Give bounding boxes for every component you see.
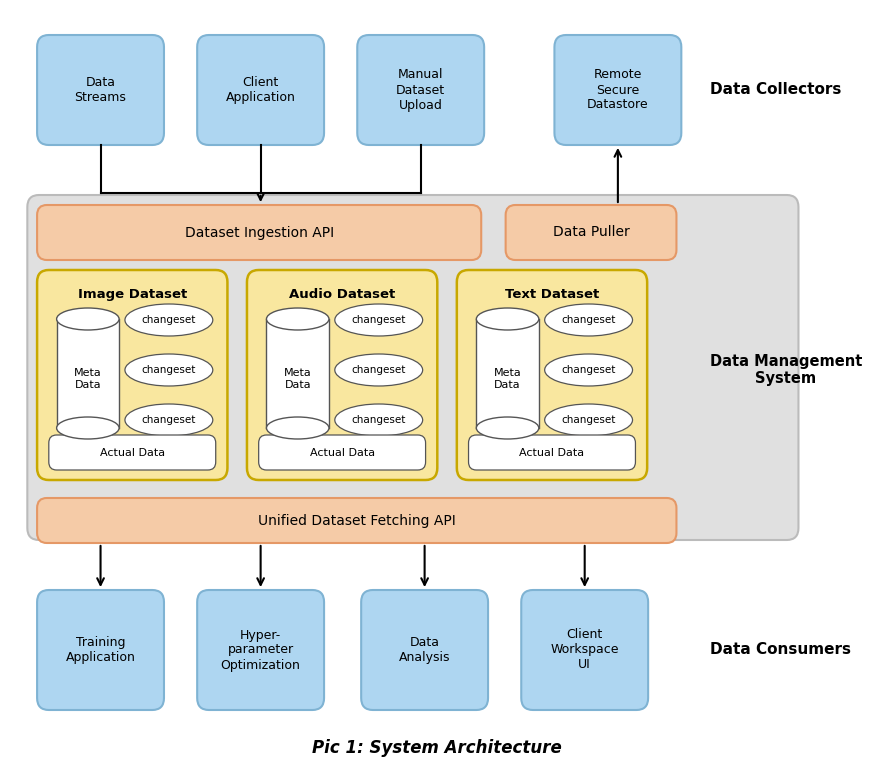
FancyBboxPatch shape [457,270,647,480]
Text: changeset: changeset [562,365,616,375]
Text: Data Collectors: Data Collectors [710,82,841,98]
Text: Actual Data: Actual Data [520,448,584,458]
FancyBboxPatch shape [521,590,648,710]
FancyBboxPatch shape [197,35,324,145]
Text: Meta
Data: Meta Data [74,368,102,390]
Text: Text Dataset: Text Dataset [504,288,599,301]
Bar [56,319,119,428]
Text: Dataset Ingestion API: Dataset Ingestion API [185,225,333,239]
Ellipse shape [125,354,212,386]
Text: changeset: changeset [351,415,406,425]
FancyBboxPatch shape [505,205,676,260]
FancyBboxPatch shape [28,195,798,540]
Ellipse shape [125,304,212,336]
Text: changeset: changeset [351,315,406,325]
Ellipse shape [545,404,633,436]
Text: changeset: changeset [142,315,196,325]
Text: changeset: changeset [562,415,616,425]
Text: Data Management
System: Data Management System [710,354,862,386]
Text: Training
Application: Training Application [65,636,135,664]
FancyBboxPatch shape [259,435,426,470]
FancyBboxPatch shape [247,270,437,480]
Text: changeset: changeset [142,365,196,375]
Ellipse shape [266,417,329,439]
FancyBboxPatch shape [197,590,324,710]
Ellipse shape [335,304,423,336]
FancyBboxPatch shape [37,590,164,710]
Ellipse shape [56,308,119,330]
Text: Image Dataset: Image Dataset [78,288,187,301]
Ellipse shape [125,404,212,436]
Text: changeset: changeset [562,315,616,325]
Text: Client
Workspace
UI: Client Workspace UI [550,628,619,671]
FancyBboxPatch shape [358,35,484,145]
Text: Data Consumers: Data Consumers [710,643,850,657]
Text: Pic 1: System Architecture: Pic 1: System Architecture [313,739,562,757]
Ellipse shape [477,308,538,330]
Ellipse shape [545,304,633,336]
Ellipse shape [266,308,329,330]
Text: Actual Data: Actual Data [309,448,375,458]
Text: Data
Streams: Data Streams [74,76,126,104]
Text: Remote
Secure
Datastore: Remote Secure Datastore [587,68,649,112]
Text: Meta
Data: Meta Data [494,368,521,390]
Text: Data Puller: Data Puller [553,225,629,239]
Text: changeset: changeset [142,415,196,425]
Text: Hyper-
parameter
Optimization: Hyper- parameter Optimization [220,628,300,671]
FancyBboxPatch shape [37,35,164,145]
FancyBboxPatch shape [469,435,635,470]
Ellipse shape [477,417,538,439]
FancyBboxPatch shape [555,35,681,145]
FancyBboxPatch shape [48,435,216,470]
FancyBboxPatch shape [37,498,676,543]
Bar [477,319,538,428]
Text: Meta
Data: Meta Data [284,368,312,390]
Text: Data
Analysis: Data Analysis [399,636,451,664]
Bar [266,319,329,428]
FancyBboxPatch shape [37,270,228,480]
Text: Client
Application: Client Application [226,76,296,104]
Text: Actual Data: Actual Data [99,448,165,458]
Ellipse shape [335,354,423,386]
Text: Unified Dataset Fetching API: Unified Dataset Fetching API [258,514,456,528]
FancyBboxPatch shape [361,590,488,710]
Text: changeset: changeset [351,365,406,375]
Text: Manual
Dataset
Upload: Manual Dataset Upload [396,68,445,112]
Ellipse shape [56,417,119,439]
FancyBboxPatch shape [37,205,481,260]
Text: Audio Dataset: Audio Dataset [289,288,395,301]
Ellipse shape [335,404,423,436]
Ellipse shape [545,354,633,386]
